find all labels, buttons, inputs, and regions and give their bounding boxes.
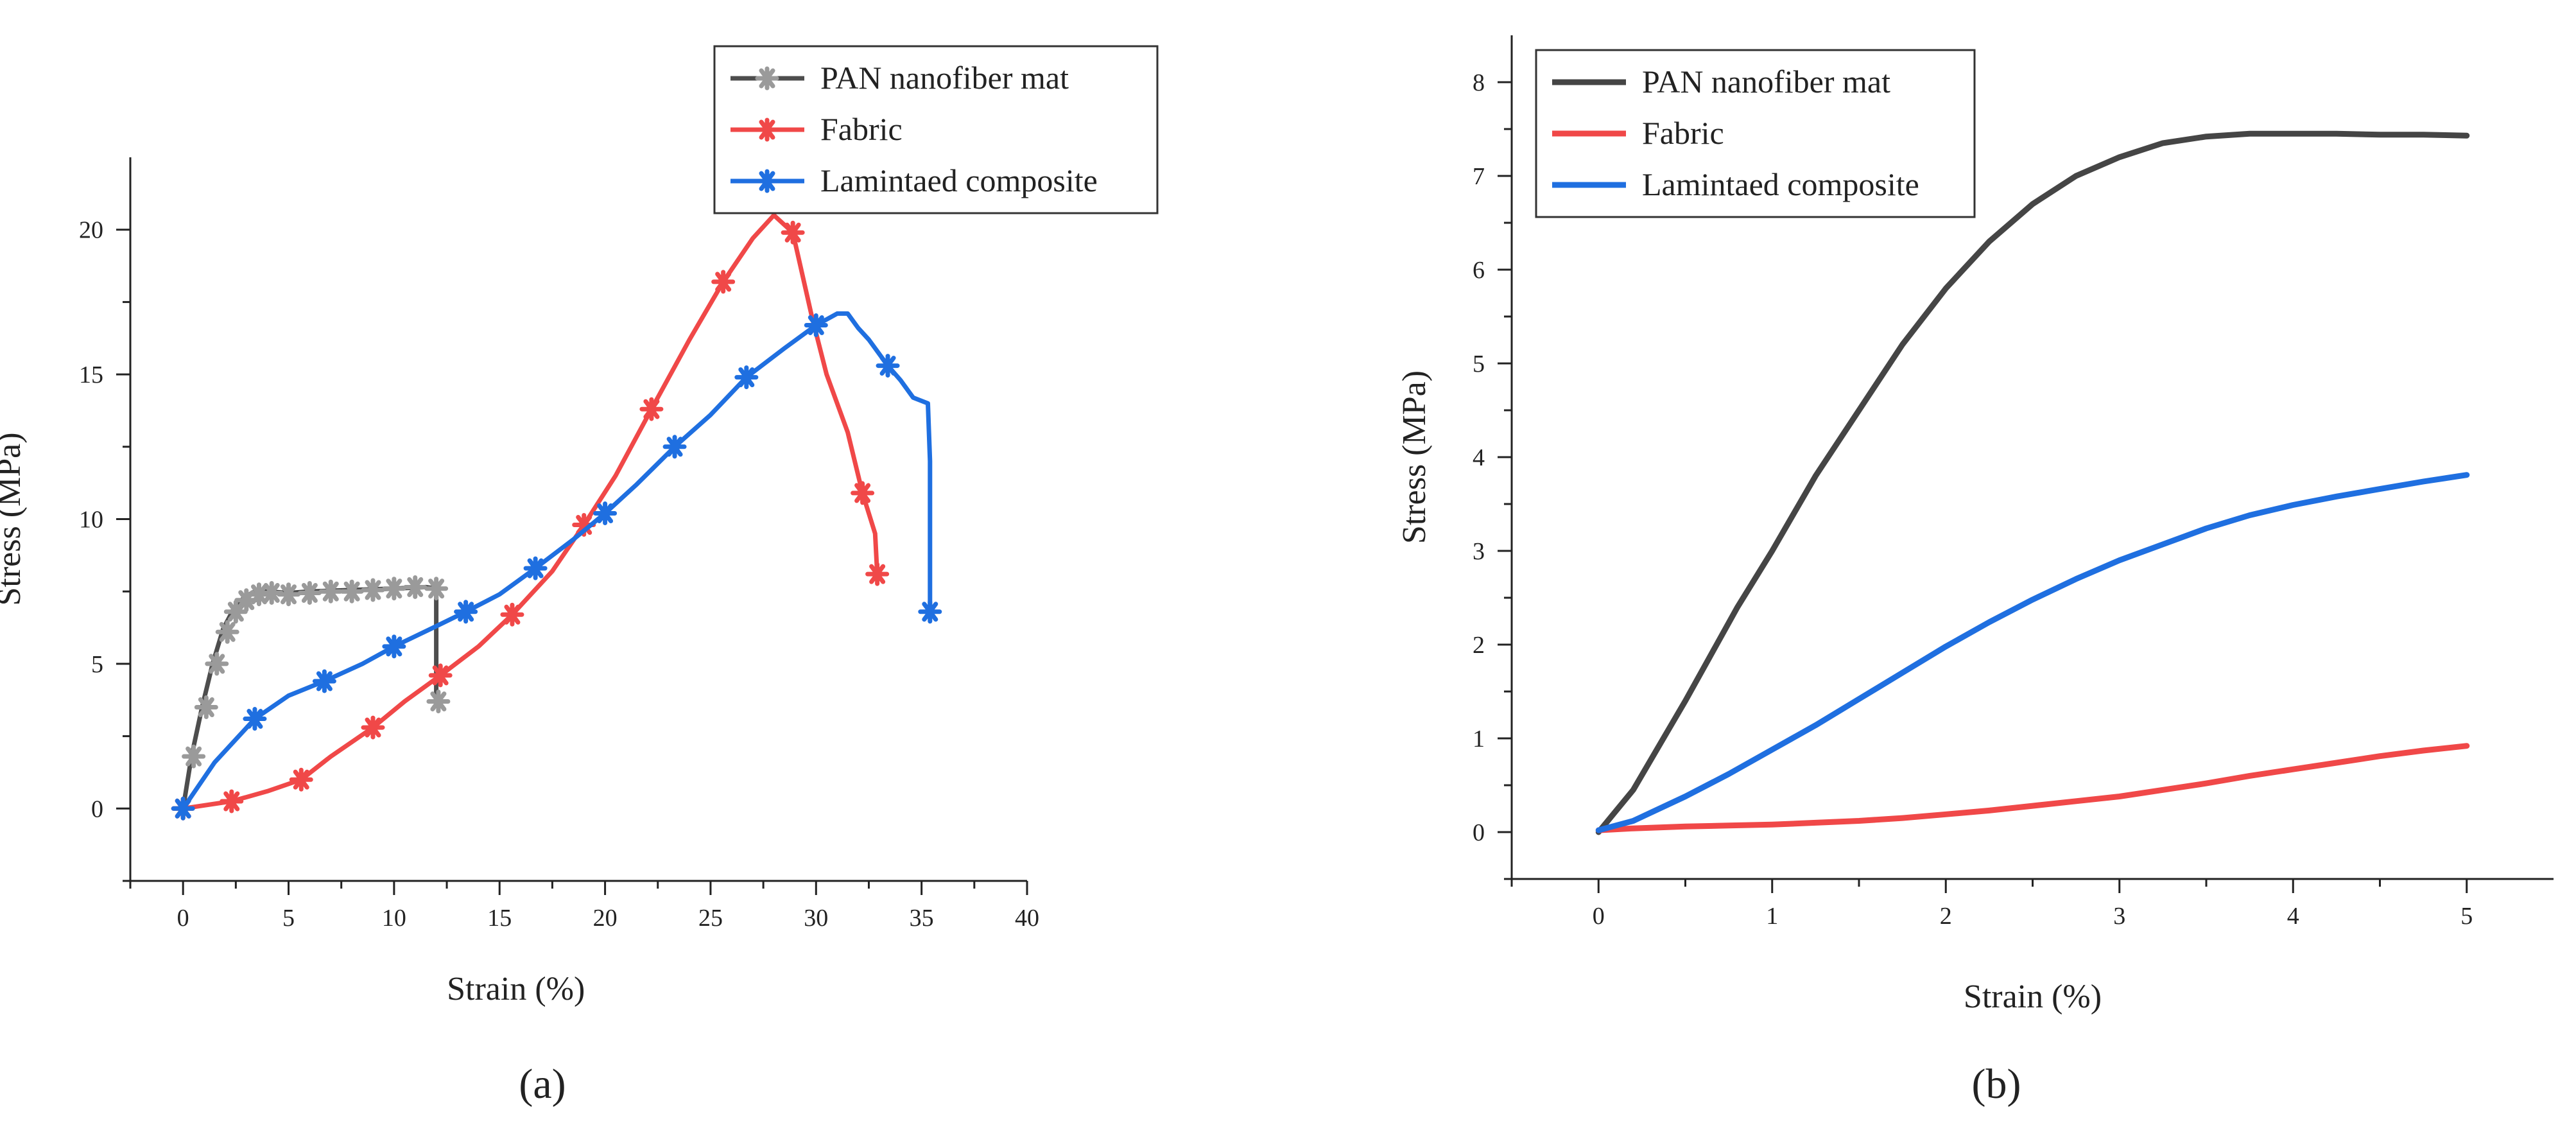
legend-label-1: PAN nanofiber mat bbox=[820, 60, 1069, 96]
y-tick-label: 1 bbox=[1473, 726, 1485, 752]
x-axis-title: Strain (%) bbox=[1964, 978, 2102, 1015]
legend-label-1: PAN nanofiber mat bbox=[1642, 64, 1890, 100]
x-tick-label: 0 bbox=[1593, 903, 1605, 930]
y-axis-title: Stress (MPa) bbox=[0, 432, 28, 605]
legend-label-3: Lamintaed composite bbox=[1642, 166, 1919, 202]
series-line-2 bbox=[180, 213, 880, 811]
x-tick-label: 30 bbox=[804, 905, 828, 932]
y-tick-label: 2 bbox=[1473, 632, 1485, 659]
data-point-2 bbox=[220, 789, 244, 813]
x-tick-label: 0 bbox=[177, 905, 189, 932]
data-point-2 bbox=[500, 602, 524, 627]
data-point-1 bbox=[297, 580, 322, 605]
y-tick-label: 7 bbox=[1473, 163, 1485, 190]
panel-a-caption: (a) bbox=[519, 1061, 566, 1108]
legend-label-2: Fabric bbox=[1642, 115, 1724, 151]
data-point-1 bbox=[361, 578, 385, 602]
x-tick-label: 40 bbox=[1015, 905, 1039, 932]
x-tick-label: 35 bbox=[910, 905, 934, 932]
data-point-3 bbox=[382, 634, 406, 659]
y-tick-label: 5 bbox=[91, 651, 103, 678]
y-tick-label: 15 bbox=[79, 361, 103, 388]
y-axis-title: Stress (MPa) bbox=[1396, 370, 1433, 544]
data-point-1 bbox=[182, 744, 206, 769]
data-point-1 bbox=[205, 652, 229, 676]
y-tick-label: 0 bbox=[1473, 819, 1485, 846]
data-point-2 bbox=[361, 715, 385, 740]
data-point-1 bbox=[215, 620, 239, 644]
x-tick-label: 10 bbox=[382, 905, 406, 932]
data-point-3 bbox=[593, 501, 618, 525]
legend-marker-2 bbox=[755, 117, 779, 142]
data-point-3 bbox=[523, 556, 548, 580]
data-point-1 bbox=[424, 577, 449, 601]
x-tick-label: 1 bbox=[1766, 903, 1778, 930]
data-point-1 bbox=[223, 600, 248, 624]
data-point-1 bbox=[194, 695, 218, 720]
data-point-1 bbox=[318, 579, 343, 604]
x-tick-label: 15 bbox=[487, 905, 512, 932]
x-tick-label: 5 bbox=[282, 905, 295, 932]
x-tick-label: 20 bbox=[593, 905, 618, 932]
data-point-2 bbox=[289, 767, 313, 792]
y-tick-label: 6 bbox=[1473, 257, 1485, 284]
y-tick-label: 0 bbox=[91, 796, 103, 822]
x-axis-title: Strain (%) bbox=[447, 971, 585, 1007]
data-point-1 bbox=[234, 588, 259, 613]
data-point-1 bbox=[259, 580, 284, 605]
y-tick-label: 5 bbox=[1473, 351, 1485, 378]
data-point-1 bbox=[247, 582, 272, 607]
series-line-1 bbox=[1595, 130, 2470, 835]
data-point-3 bbox=[171, 796, 195, 821]
data-point-2 bbox=[781, 220, 805, 245]
data-point-3 bbox=[312, 669, 336, 693]
y-tick-label: 4 bbox=[1473, 444, 1485, 471]
data-point-2 bbox=[865, 562, 890, 586]
legend-label-2: Fabric bbox=[820, 111, 903, 147]
data-point-3 bbox=[918, 600, 942, 624]
data-point-2 bbox=[711, 270, 736, 294]
x-tick-label: 3 bbox=[2113, 903, 2125, 930]
x-tick-label: 25 bbox=[698, 905, 723, 932]
y-tick-label: 3 bbox=[1473, 538, 1485, 565]
panel-b: 0 1 2 3 4 5 0 1 2 3 4 5 6 7 8 Strain (%) Stress (MPa) PAN… bbox=[1396, 35, 2554, 1015]
data-point-3 bbox=[734, 365, 759, 390]
x-tick-label: 4 bbox=[2287, 903, 2299, 930]
panel-a: 0 5 10 15 20 25 30 35 40 0 5 10 15 20 Strain (%) Stress… bbox=[0, 45, 1159, 1007]
y-tick-label: 8 bbox=[1473, 69, 1485, 96]
x-tick-label: 2 bbox=[1940, 903, 1952, 930]
data-point-1 bbox=[277, 582, 301, 607]
data-point-3 bbox=[243, 707, 267, 731]
panel-b-caption: (b) bbox=[1972, 1061, 2021, 1108]
x-tick-label: 5 bbox=[2460, 903, 2473, 930]
legend-marker-3 bbox=[755, 169, 779, 193]
series-line-3 bbox=[180, 311, 933, 811]
y-tick-label: 10 bbox=[79, 507, 103, 534]
data-point-3 bbox=[662, 435, 687, 459]
data-point-2 bbox=[851, 481, 875, 505]
data-point-2 bbox=[428, 663, 453, 688]
data-point-3 bbox=[454, 600, 478, 624]
data-point-3 bbox=[876, 354, 900, 378]
legend-label-3: Lamintaed composite bbox=[820, 162, 1098, 198]
data-point-1 bbox=[426, 690, 451, 713]
series-line-2 bbox=[1595, 743, 2470, 833]
y-tick-label: 20 bbox=[79, 217, 103, 244]
data-point-2 bbox=[639, 397, 664, 421]
data-point-1 bbox=[403, 575, 428, 599]
data-point-1 bbox=[382, 577, 406, 601]
data-point-2 bbox=[572, 513, 596, 537]
legend-marker-1 bbox=[755, 66, 779, 91]
data-point-1 bbox=[340, 579, 364, 604]
series-line-3 bbox=[1595, 472, 2470, 833]
data-point-3 bbox=[804, 313, 828, 337]
